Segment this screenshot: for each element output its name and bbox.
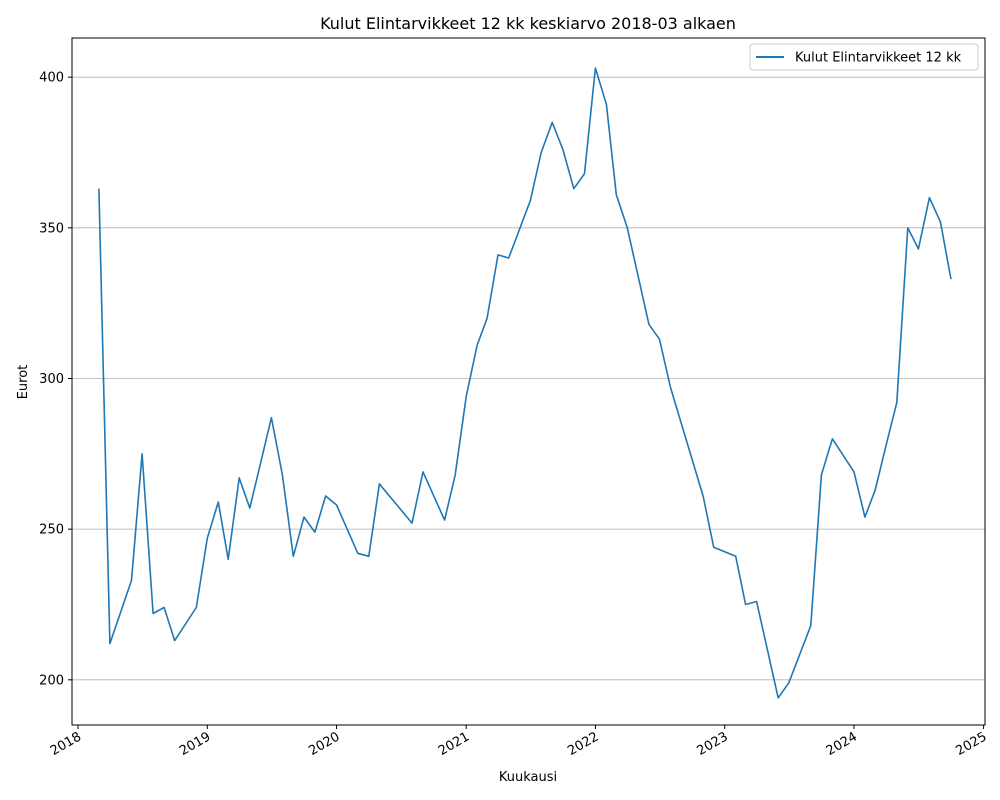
series-lines <box>98 67 952 699</box>
x-tick-label: 2025 <box>953 729 989 759</box>
y-tick-label: 250 <box>39 523 64 538</box>
y-tick-label: 200 <box>39 673 64 688</box>
y-axis-ticks: 200 250 300 350 400 <box>39 71 72 688</box>
chart-title: Kulut Elintarvikkeet 12 kk keskiarvo 201… <box>320 14 736 33</box>
x-tick-label: 2018 <box>48 729 84 759</box>
plot-frame <box>71 37 986 726</box>
legend: Kulut Elintarvikkeet 12 kk <box>749 43 979 71</box>
y-tick-label: 350 <box>39 221 64 236</box>
y-tick-label: 300 <box>39 372 64 387</box>
y-axis-title: Eurot <box>16 365 31 400</box>
x-axis-ticks: 2018 2019 2020 2021 2022 2023 2024 2025 <box>48 725 990 759</box>
legend-box <box>749 43 979 71</box>
legend-label: Kulut Elintarvikkeet 12 kk <box>795 51 962 66</box>
x-tick-label: 2024 <box>824 729 860 759</box>
x-tick-label: 2019 <box>177 729 213 759</box>
x-tick-label: 2021 <box>436 729 472 759</box>
x-tick-label: 2020 <box>306 729 342 759</box>
x-tick-label: 2022 <box>565 729 601 759</box>
y-tick-label: 400 <box>39 71 64 86</box>
grid-lines <box>72 76 985 681</box>
series-line <box>98 67 952 699</box>
x-tick-label: 2023 <box>695 729 731 759</box>
x-axis-title: Kuukausi <box>499 770 557 785</box>
